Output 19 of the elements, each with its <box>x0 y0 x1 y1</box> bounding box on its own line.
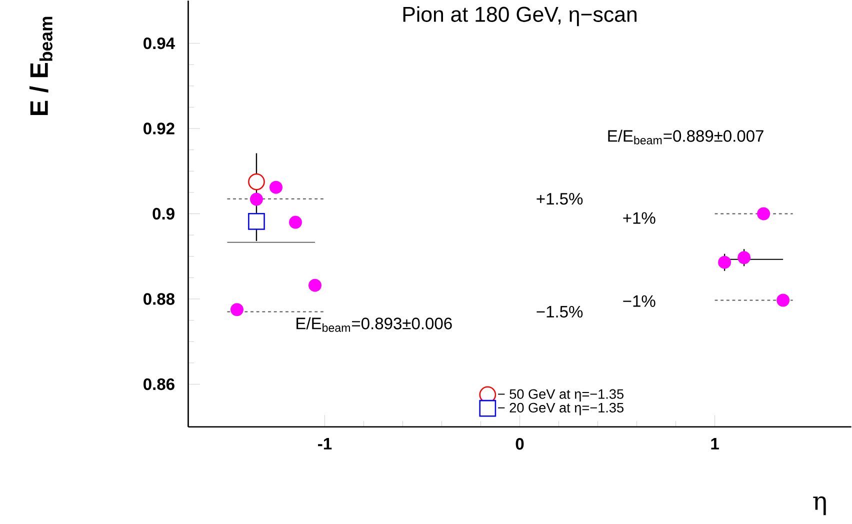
annotation: −1.5% <box>536 306 583 318</box>
y-axis-title: E / E$_{beam}$ <box>29 16 52 115</box>
annotation: E/E$_{beam}$=0.889±0.007 <box>608 130 764 144</box>
annotation: +1% <box>623 212 656 224</box>
y-tick-label: 0.92 <box>144 122 174 134</box>
y-tick-label: 0.94 <box>144 37 175 49</box>
y-tick-label: 0.86 <box>144 378 174 390</box>
x-axis-title: η <box>813 496 826 515</box>
legend-label: − 20 GeV at η=−1.35 <box>498 402 624 416</box>
annotation: E/E$_{beam}$=0.893±0.006 <box>296 317 452 332</box>
x-tick-label: 0 <box>516 438 524 450</box>
x-tick-label: 1 <box>711 438 719 450</box>
annotation: +1.5% <box>536 192 583 204</box>
legend-label: − 50 GeV at η=−1.35 <box>498 389 624 402</box>
y-tick-label: 0.9 <box>152 208 174 220</box>
y-tick-label: 0.88 <box>144 292 175 305</box>
annotation: −1% <box>623 295 656 307</box>
chart-title: Pion at 180 GeV, η−scan <box>403 6 636 26</box>
x-tick-label: -1 <box>318 438 332 450</box>
